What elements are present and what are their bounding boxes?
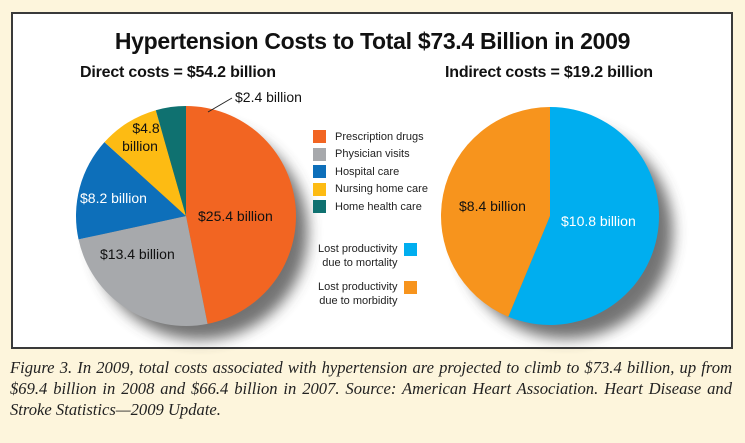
- slice-label-morbidity: $8.4 billion: [459, 198, 526, 214]
- slice-label-nursing-line1: $4.8: [132, 120, 159, 136]
- legend-item-nursing: Nursing home care: [313, 181, 428, 199]
- legend-swatch: [404, 243, 418, 256]
- legend-item-morbidity: Lost productivity due to morbidity: [318, 280, 418, 308]
- slice-label-prescription: $25.4 billion: [198, 208, 273, 224]
- legend-item-physician: Physician visits: [313, 146, 428, 164]
- direct-costs-pie: [76, 106, 297, 327]
- legend-swatch: [313, 147, 326, 161]
- indirect-costs-pie: [440, 107, 659, 325]
- legend-label: Physician visits: [335, 148, 410, 161]
- indirect-slice-lost-productivity-due-to-mortality: [508, 107, 659, 325]
- slice-label-mortality: $10.8 billion: [561, 213, 636, 229]
- legend-label: Hospital care: [335, 165, 400, 178]
- legend-label: Home health care: [335, 200, 422, 213]
- legend-label: Prescription drugs: [335, 130, 424, 143]
- slice-label-home-health: $2.4 billion: [235, 89, 302, 105]
- legend-item-hospital: Hospital care: [313, 163, 428, 181]
- chart-title: Hypertension Costs to Total $73.4 Billio…: [114, 28, 631, 54]
- legend-label: Nursing home care: [335, 183, 428, 196]
- legend-label: Lost productivity due to mortality: [318, 243, 398, 269]
- legend-swatch: [313, 200, 326, 214]
- indirect-costs-subtitle: Indirect costs = $19.2 billion: [445, 64, 653, 81]
- direct-slice-hospital-care: [76, 142, 186, 240]
- slice-label-hospital: $8.2 billion: [80, 190, 147, 206]
- slice-label-nursing-line2: billion: [122, 138, 158, 154]
- direct-slice-home-health-care: [155, 106, 186, 216]
- home-health-leader-line: [207, 97, 233, 113]
- legend-swatch: [404, 281, 418, 294]
- direct-costs-subtitle: Direct costs = $54.2 billion: [80, 64, 276, 81]
- legend-label: Lost productivity due to morbidity: [318, 281, 398, 307]
- legend-swatch: [313, 130, 326, 144]
- indirect-slice-lost-productivity-due-to-morbidity: [440, 107, 550, 317]
- direct-slice-physician-visits: [78, 216, 208, 327]
- direct-slice-nursing-home-care: [104, 110, 186, 216]
- slice-label-physician: $13.4 billion: [100, 246, 175, 262]
- direct-slice-prescription-drugs: [186, 106, 297, 324]
- figure-caption: Figure 3. In 2009, total costs associate…: [10, 358, 732, 419]
- legend-item-mortality: Lost productivity due to mortality: [318, 242, 418, 270]
- legend-item-home-health: Home health care: [313, 198, 428, 216]
- indirect-costs-legend: Lost productivity due to mortality Lost p…: [318, 242, 418, 318]
- legend-item-prescription: Prescription drugs: [313, 128, 428, 146]
- legend-swatch: [313, 182, 326, 196]
- legend-swatch: [313, 165, 326, 179]
- direct-costs-legend: Prescription drugs Physician visits Hosp…: [313, 128, 428, 216]
